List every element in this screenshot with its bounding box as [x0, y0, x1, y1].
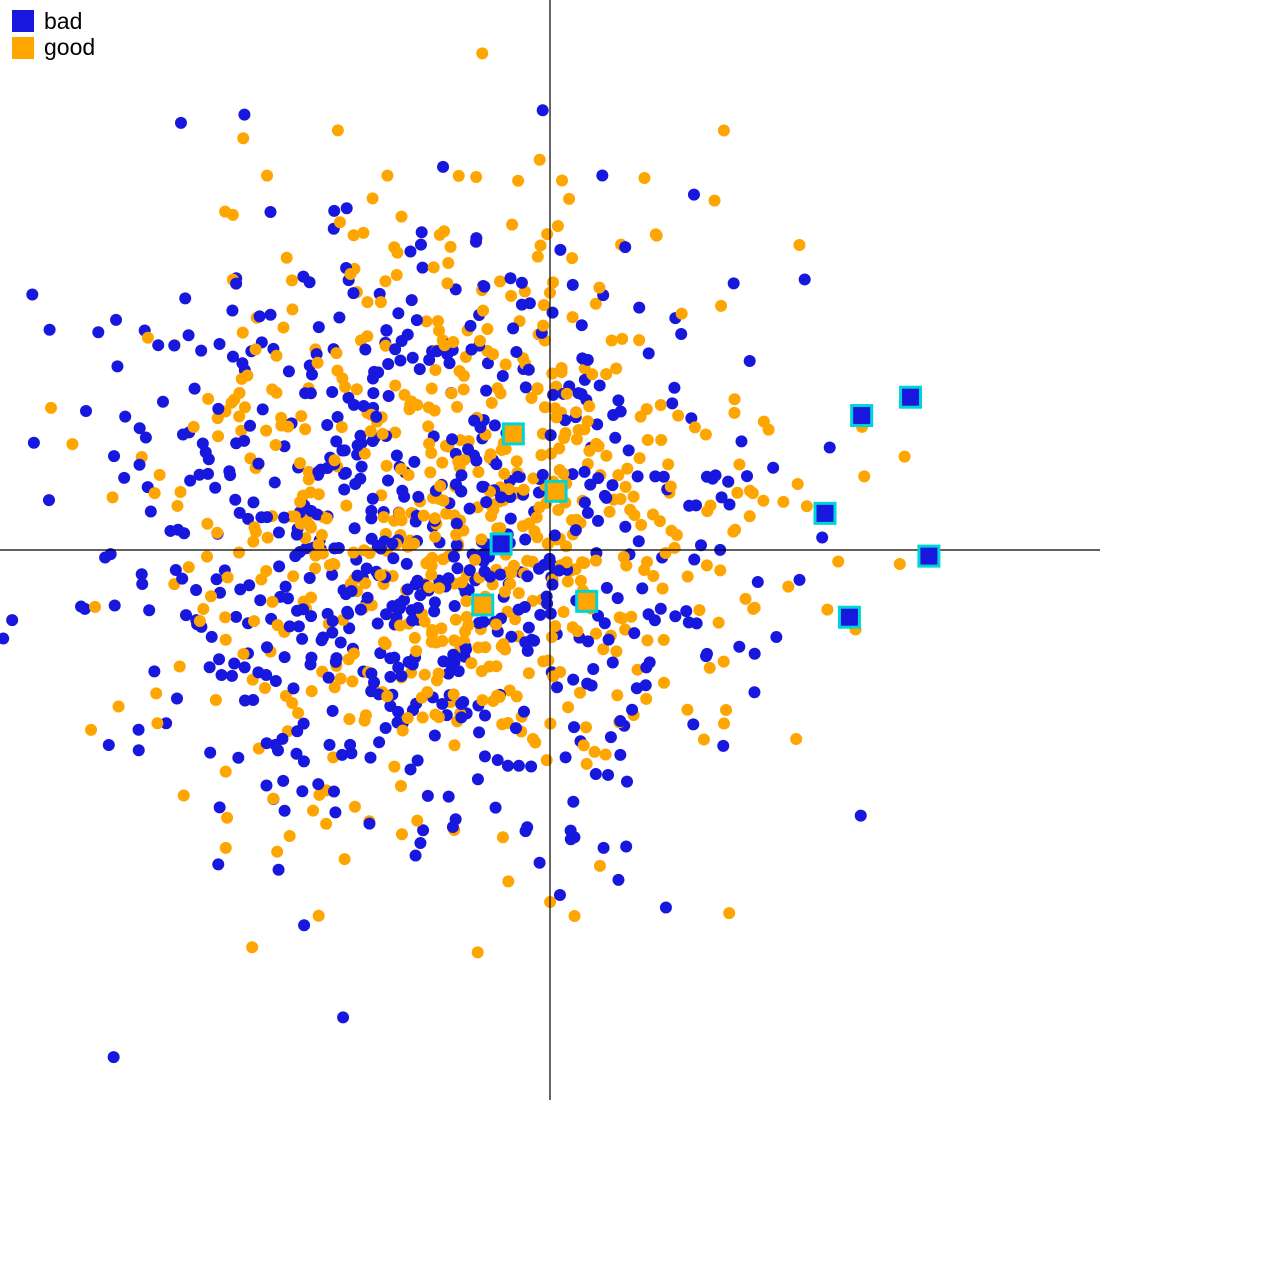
legend-label-good: good — [44, 34, 95, 60]
legend-swatch-good — [12, 37, 34, 59]
legend-item-bad: bad — [12, 8, 95, 34]
legend: bad good — [12, 8, 95, 61]
scatter-chart — [0, 0, 1100, 1100]
scatter-svg — [0, 0, 1100, 1100]
legend-label-bad: bad — [44, 8, 82, 34]
legend-item-good: good — [12, 34, 95, 60]
legend-swatch-bad — [12, 10, 34, 32]
